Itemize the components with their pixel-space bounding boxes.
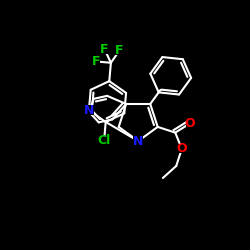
Text: F: F bbox=[115, 44, 124, 57]
Text: N: N bbox=[133, 134, 143, 147]
Bar bbox=[100, 45, 109, 54]
Bar bbox=[115, 46, 124, 55]
Text: O: O bbox=[185, 117, 196, 130]
Bar bbox=[186, 119, 194, 128]
Bar bbox=[133, 136, 143, 146]
Text: Cl: Cl bbox=[98, 134, 111, 147]
Text: N: N bbox=[84, 104, 94, 117]
Bar bbox=[92, 57, 100, 66]
Text: F: F bbox=[92, 55, 100, 68]
Text: F: F bbox=[100, 43, 109, 56]
Bar bbox=[96, 136, 112, 145]
Text: O: O bbox=[176, 142, 187, 155]
Bar bbox=[84, 106, 94, 115]
Bar bbox=[177, 144, 186, 153]
